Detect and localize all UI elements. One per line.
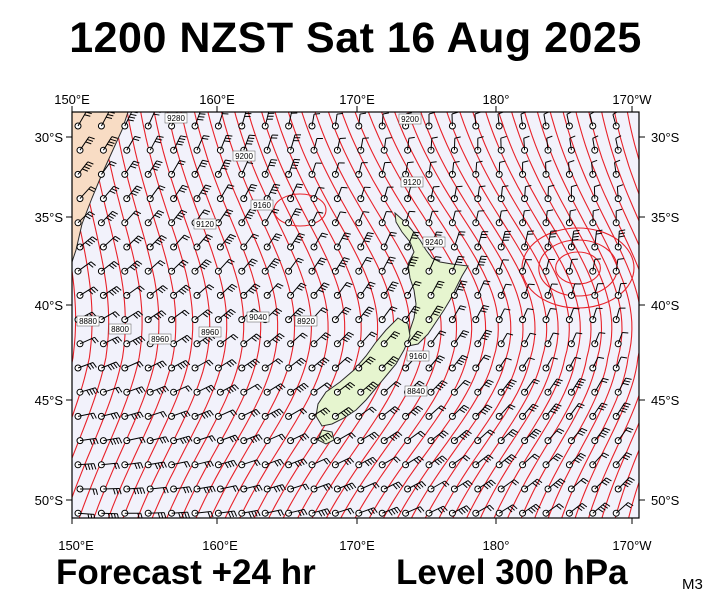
barb-feather bbox=[342, 187, 348, 188]
contour-label: 9200 bbox=[401, 115, 419, 124]
lat-label-right-50s: 50°S bbox=[651, 493, 680, 508]
lon-label-top-150e: 150°E bbox=[54, 92, 90, 107]
lat-label-right-45s: 45°S bbox=[651, 393, 680, 408]
contour-label: 9040 bbox=[249, 313, 267, 322]
forecast-hour-label: Forecast +24 hr bbox=[56, 553, 316, 593]
contour-label: 9200 bbox=[235, 152, 253, 161]
barb-feather bbox=[292, 165, 298, 166]
barb-feather bbox=[198, 117, 204, 118]
height-contour bbox=[690, 102, 711, 528]
height-contour bbox=[0, 102, 43, 528]
contour-label: 9240 bbox=[425, 238, 443, 247]
barb-feather bbox=[199, 114, 205, 115]
height-contour bbox=[664, 102, 711, 528]
lat-label-left-35s: 35°S bbox=[35, 210, 64, 225]
model-code-label: M3 bbox=[682, 576, 703, 593]
barb-feather bbox=[249, 135, 255, 136]
lat-label-right-35s: 35°S bbox=[651, 210, 680, 225]
lon-label-bottom-170e: 170°E bbox=[339, 538, 375, 553]
barb-feather bbox=[246, 144, 252, 145]
barb-feather bbox=[197, 119, 203, 120]
barb-feather bbox=[622, 333, 628, 334]
height-contour bbox=[0, 102, 11, 528]
barb-feather bbox=[248, 138, 254, 139]
contour-label: 8960 bbox=[201, 328, 219, 337]
contour-label: 9160 bbox=[409, 352, 427, 361]
lon-label-bottom-180: 180° bbox=[483, 538, 510, 553]
lat-label-left-45s: 45°S bbox=[35, 393, 64, 408]
lon-label-bottom-160e: 160°E bbox=[202, 538, 238, 553]
contour-label: 8920 bbox=[297, 317, 315, 326]
height-contour bbox=[703, 102, 711, 528]
barb-feather bbox=[408, 162, 414, 163]
barb-feather bbox=[293, 162, 299, 163]
barb-feather bbox=[294, 159, 300, 160]
height-contour bbox=[18, 102, 76, 528]
lon-label-top-170w: 170°W bbox=[612, 92, 652, 107]
lat-label-right-30s: 30°S bbox=[651, 130, 680, 145]
barb-feather bbox=[456, 186, 462, 187]
barb-feather bbox=[436, 232, 442, 233]
lat-label-left-30s: 30°S bbox=[35, 130, 64, 145]
contour-label: 8880 bbox=[79, 317, 97, 326]
barb-staff bbox=[101, 513, 117, 514]
lon-label-bottom-170w: 170°W bbox=[612, 538, 652, 553]
height-contour bbox=[651, 102, 707, 528]
lon-label-top-180: 180° bbox=[483, 92, 510, 107]
barb-feather bbox=[363, 138, 369, 139]
barb-feather bbox=[481, 256, 487, 257]
contour-label: 8800 bbox=[111, 325, 129, 334]
barb-feather bbox=[480, 259, 486, 260]
height-contour bbox=[638, 102, 698, 528]
height-contour bbox=[4, 102, 60, 528]
barb-feather bbox=[314, 114, 320, 115]
barb-feather bbox=[550, 237, 556, 238]
lon-label-top-170e: 170°E bbox=[339, 92, 375, 107]
contour-label: 9120 bbox=[403, 178, 421, 187]
barb-feather bbox=[386, 212, 392, 213]
contour-label: 9160 bbox=[253, 201, 271, 210]
height-contour bbox=[0, 102, 27, 528]
barb-feather bbox=[479, 262, 485, 263]
contour-label: 9280 bbox=[167, 114, 185, 123]
contour-label: 8840 bbox=[407, 387, 425, 396]
barb-feather bbox=[529, 284, 535, 285]
lat-label-right-40s: 40°S bbox=[651, 298, 680, 313]
barb-feather bbox=[595, 259, 601, 260]
contour-label: 9120 bbox=[196, 220, 214, 229]
barb-feather bbox=[574, 308, 580, 309]
lon-label-top-160e: 160°E bbox=[199, 92, 235, 107]
level-label: Level 300 hPa bbox=[396, 553, 628, 593]
contour-label: 8960 bbox=[151, 335, 169, 344]
barb-feather bbox=[551, 231, 557, 232]
barb-feather bbox=[247, 141, 253, 142]
height-contour bbox=[677, 102, 711, 528]
barb-feather bbox=[478, 265, 484, 266]
lon-label-bottom-150e: 150°E bbox=[58, 538, 94, 553]
barb-feather bbox=[435, 235, 441, 236]
barb-feather bbox=[550, 234, 556, 235]
lat-label-left-50s: 50°S bbox=[35, 493, 64, 508]
lat-label-left-40s: 40°S bbox=[35, 298, 64, 313]
barb-feather bbox=[501, 210, 507, 211]
barb-feather bbox=[291, 168, 297, 169]
